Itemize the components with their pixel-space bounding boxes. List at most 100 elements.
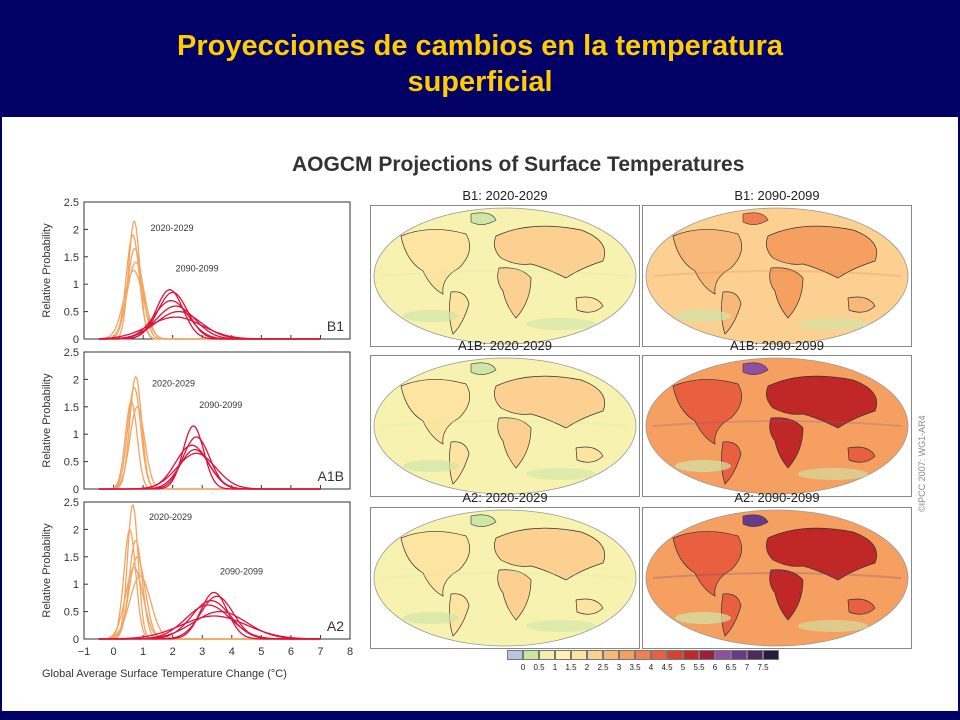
pdf-curve-2090-2099 [98, 316, 321, 340]
colorbar-swatch [523, 650, 539, 660]
y-tick-label: 0.5 [64, 607, 79, 619]
colorbar-swatch [731, 650, 747, 660]
colorbar-swatch [603, 650, 619, 660]
colorbar-swatch [763, 650, 779, 660]
figure-panel: AOGCM Projections of Surface Temperature… [2, 117, 958, 711]
y-tick-label: 2.5 [64, 197, 79, 209]
pdf-curve-2090-2099 [98, 615, 321, 640]
period-label-far: 2090-2099 [176, 264, 219, 274]
scenario-label: A1B [318, 468, 344, 484]
temperature-map [370, 205, 640, 347]
colorbar-label: 3 [616, 663, 622, 672]
colorbar-label: 0 [520, 663, 526, 672]
slide-title-line1: Proyecciones de cambios en la temperatur… [176, 30, 784, 62]
map-graphic [373, 357, 637, 495]
colorbar-label: 6 [712, 663, 718, 672]
colorbar-label: 1.5 [565, 663, 577, 672]
x-tick-label: 4 [229, 646, 235, 658]
scenario-label: B1 [327, 318, 344, 334]
period-label-near: 2020-2029 [152, 379, 195, 389]
y-axis-label: Relative Probability [41, 373, 53, 468]
map-title: B1: 2090-2099 [734, 188, 820, 203]
copyright-notice: ©IPCC 2007: WG1-AR4 [917, 415, 927, 512]
colorbar-swatch [683, 650, 699, 660]
colorbar-swatch [635, 650, 651, 660]
colorbar-label: 2 [584, 663, 590, 672]
pdf-curve-2090-2099 [98, 452, 321, 490]
period-label-far: 2090-2099 [199, 400, 242, 410]
y-tick-label: 1.5 [64, 552, 79, 564]
scenario-label: A2 [327, 618, 344, 634]
colorbar-label: 0.5 [533, 663, 545, 672]
colorbar-label: 3.5 [629, 663, 641, 672]
x-tick-label: 7 [317, 646, 323, 658]
colorbar-swatch [747, 650, 763, 660]
pdf-chart-b1: 0 0.5 1 1.5 2 2.5 Relative Probability 2020-202… [41, 197, 351, 346]
map-graphic [645, 357, 909, 495]
map-graphic [645, 509, 909, 647]
slide-title-line2: superficial [407, 66, 553, 98]
period-label-near: 2020-2029 [151, 223, 194, 233]
x-tick-label: 8 [347, 646, 353, 658]
temperature-map [642, 507, 912, 649]
colorbar-label: 4 [648, 663, 654, 672]
colorbar-label: 5.5 [693, 663, 705, 672]
map-graphic [373, 207, 637, 345]
colorbar-swatch [507, 650, 523, 660]
y-tick-label: 1 [73, 579, 79, 591]
temperature-map [642, 205, 912, 347]
map-title: A2: 2090-2099 [734, 490, 820, 505]
map-graphic [373, 509, 637, 647]
figure-title: AOGCM Projections of Surface Temperature… [292, 153, 745, 176]
y-tick-label: 1.5 [64, 402, 79, 414]
map-title: A2: 2020-2029 [462, 490, 548, 505]
colorbar-swatch [715, 650, 731, 660]
temperature-map [370, 507, 640, 649]
y-tick-label: 2 [73, 524, 79, 536]
colorbar-swatch [555, 650, 571, 660]
colorbar-swatch [571, 650, 587, 660]
y-tick-label: 0 [73, 484, 79, 496]
y-tick-label: 1 [73, 279, 79, 291]
pdf-curve-2090-2099 [98, 610, 321, 640]
y-axis-label: Relative Probability [41, 223, 53, 318]
colorbar-swatch [667, 650, 683, 660]
colorbar-label: 6.5 [725, 663, 737, 672]
y-tick-label: 2.5 [64, 347, 79, 359]
y-tick-label: 0.5 [64, 307, 79, 319]
temperature-map [370, 355, 640, 497]
slide-title: Proyecciones de cambios en la temperatur… [0, 28, 960, 100]
y-tick-label: 1.5 [64, 252, 79, 264]
x-tick-label: 6 [288, 646, 294, 658]
colorbar-swatch [587, 650, 603, 660]
period-label-near: 2020-2029 [149, 512, 192, 522]
colorbar-label: 7.5 [757, 663, 769, 672]
map-graphic [645, 207, 909, 345]
x-tick-label: 3 [199, 646, 205, 658]
colorbar-swatch [699, 650, 715, 660]
y-tick-label: 2.5 [64, 497, 79, 509]
map-title: A1B: 2020-2029 [458, 338, 552, 353]
map-title: A1B: 2090-2099 [730, 338, 824, 353]
x-tick-label: −1 [78, 646, 91, 658]
y-tick-label: 2 [73, 374, 79, 386]
x-tick-label: 1 [140, 646, 146, 658]
y-tick-label: 0.5 [64, 457, 79, 469]
temperature-map [642, 355, 912, 497]
x-axis-label: Global Average Surface Temperature Chang… [42, 668, 287, 680]
colorbar-label: 1 [552, 663, 558, 672]
colorbar-label: 2.5 [597, 663, 609, 672]
y-tick-label: 2 [73, 224, 79, 236]
x-tick-label: 5 [258, 646, 264, 658]
map-title: B1: 2020-2029 [462, 188, 548, 203]
y-tick-label: 0 [73, 334, 79, 346]
colorbar-swatch [651, 650, 667, 660]
pdf-chart-a1b: 0 0.5 1 1.5 2 2.5 Relative Probability 2020-202… [41, 347, 351, 496]
colorbar-swatch [539, 650, 555, 660]
colorbar-label: 5 [680, 663, 686, 672]
colorbar-label: 7 [744, 663, 750, 672]
y-axis-label: Relative Probability [41, 523, 53, 618]
x-tick-label: 0 [110, 646, 116, 658]
y-tick-label: 0 [73, 634, 79, 646]
